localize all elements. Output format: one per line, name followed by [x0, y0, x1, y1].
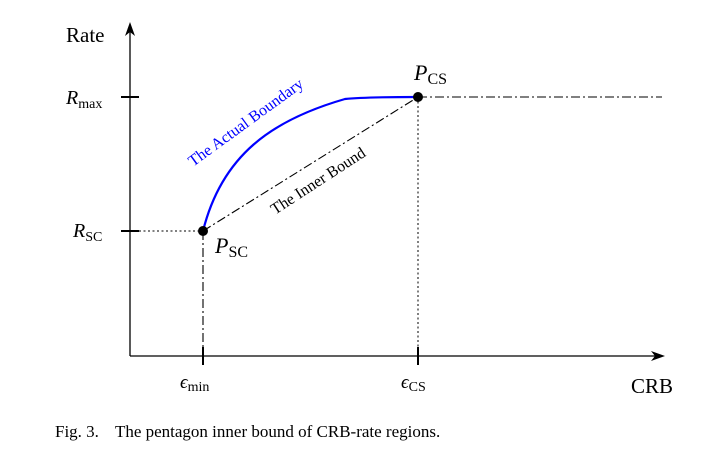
y-axis-arrow	[125, 22, 135, 36]
y-tick-label-rsc-sub: SC	[85, 230, 102, 245]
actual-boundary-curve	[201, 95, 419, 232]
caption-label: Fig. 3.	[55, 422, 99, 441]
x-tick-label-ecs-sub: CS	[409, 380, 426, 395]
point-label-pcs: PCS	[413, 60, 447, 88]
inner-bound-label: The Inner Bound	[268, 145, 369, 219]
x-tick-label-ecs: ϵCS	[401, 372, 426, 395]
point-label-psc-sub: SC	[228, 244, 248, 261]
caption-text: The pentagon inner bound of CRB-rate reg…	[114, 422, 441, 441]
x-axis-arrow	[651, 351, 665, 361]
point-pcs	[413, 92, 423, 102]
x-tick-label-ecs-main: ϵ	[401, 372, 410, 393]
point-psc	[198, 226, 208, 236]
dashdot-inner-bound	[202, 96, 419, 232]
y-tick-label-rmax-main: R	[65, 87, 78, 109]
y-tick-label-rmax-sub: max	[78, 97, 102, 112]
point-label-psc-main: P	[214, 233, 228, 258]
point-label-pcs-main: P	[413, 60, 427, 85]
x-tick-label-emin: ϵmin	[180, 372, 209, 395]
x-tick-label-emin-main: ϵ	[180, 372, 189, 393]
x-axis-label: CRB	[631, 374, 673, 398]
figure-caption: Fig. 3. The pentagon inner bound of CRB-r…	[55, 422, 695, 442]
y-axis-label: Rate	[66, 23, 104, 47]
x-tick-label-emin-sub: min	[188, 380, 210, 395]
actual-boundary-label: The Actual Boundary	[185, 76, 306, 171]
point-label-pcs-sub: CS	[427, 71, 447, 88]
y-tick-label-rsc-main: R	[72, 220, 85, 242]
y-tick-label-rmax: Rmax	[65, 87, 102, 112]
y-tick-label-rsc: RSC	[72, 220, 102, 245]
point-label-psc: PSC	[214, 233, 248, 261]
